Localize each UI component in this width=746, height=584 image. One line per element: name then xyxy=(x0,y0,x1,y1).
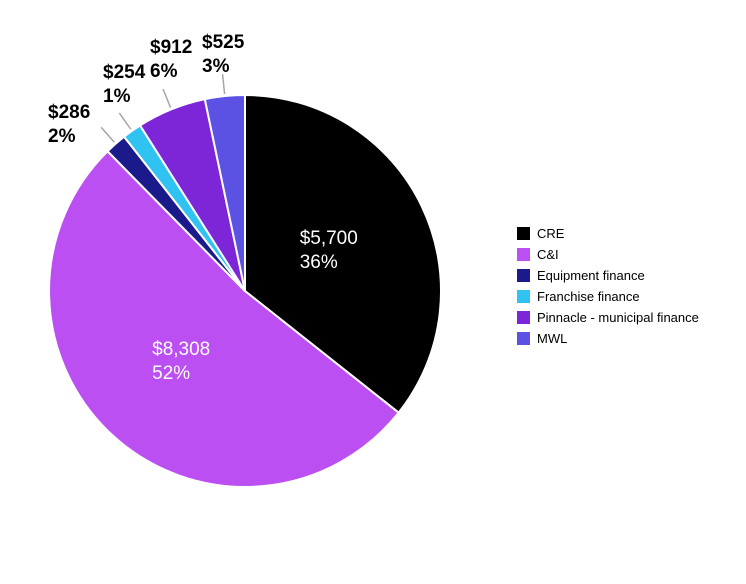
slice-percent-label-mwl: 3% xyxy=(202,56,230,77)
slice-percent-label-franchise-finance: 1% xyxy=(103,86,131,107)
legend-swatch xyxy=(517,290,530,303)
slice-percent-label-cre: 36% xyxy=(300,252,338,273)
legend-swatch xyxy=(517,269,530,282)
pie-slice-cre xyxy=(244,94,442,414)
slice-value-label-cre: $5,700 xyxy=(300,228,358,249)
legend-item-mwl: MWL xyxy=(517,332,699,345)
legend-swatch xyxy=(517,248,530,261)
legend-swatch xyxy=(517,227,530,240)
legend-label: Franchise finance xyxy=(537,289,640,304)
slice-percent-label-pinnacle-municipal-finance: 6% xyxy=(150,61,178,82)
slice-percent-label-equipment-finance: 2% xyxy=(48,126,76,147)
legend-item-cre: CRE xyxy=(517,227,699,240)
legend-swatch xyxy=(517,332,530,345)
leader-line-franchise-finance xyxy=(118,112,132,130)
legend-label: CRE xyxy=(537,226,565,241)
legend-item-equipment-finance: Equipment finance xyxy=(517,269,699,282)
leader-line-equipment-finance xyxy=(100,126,115,143)
legend-label: C&I xyxy=(537,247,559,262)
legend-label: Equipment finance xyxy=(537,268,645,283)
slice-value-label-c-i: $8,308 xyxy=(152,339,210,360)
slice-value-label-mwl: $525 xyxy=(202,32,245,53)
leader-line-mwl xyxy=(221,74,226,95)
slice-value-label-equipment-finance: $286 xyxy=(48,102,90,123)
legend-label: MWL xyxy=(537,331,568,346)
pie-slice-c-i xyxy=(48,150,400,488)
leader-line-pinnacle-municipal-finance xyxy=(162,88,172,108)
slice-value-label-franchise-finance: $254 xyxy=(103,62,146,83)
legend-label: Pinnacle - municipal finance xyxy=(537,310,699,325)
legend-item-franchise-finance: Franchise finance xyxy=(517,290,699,303)
slice-value-label-pinnacle-municipal-finance: $912 xyxy=(150,37,192,58)
legend-item-c-i: C&I xyxy=(517,248,699,261)
legend: CRE C&I Equipment finance Franchise fina… xyxy=(517,227,699,353)
slice-percent-label-c-i: 52% xyxy=(152,363,190,384)
pie-slice-mwl xyxy=(203,94,246,292)
legend-swatch xyxy=(517,311,530,324)
legend-item-pinnacle-municipal-finance: Pinnacle - municipal finance xyxy=(517,311,699,324)
